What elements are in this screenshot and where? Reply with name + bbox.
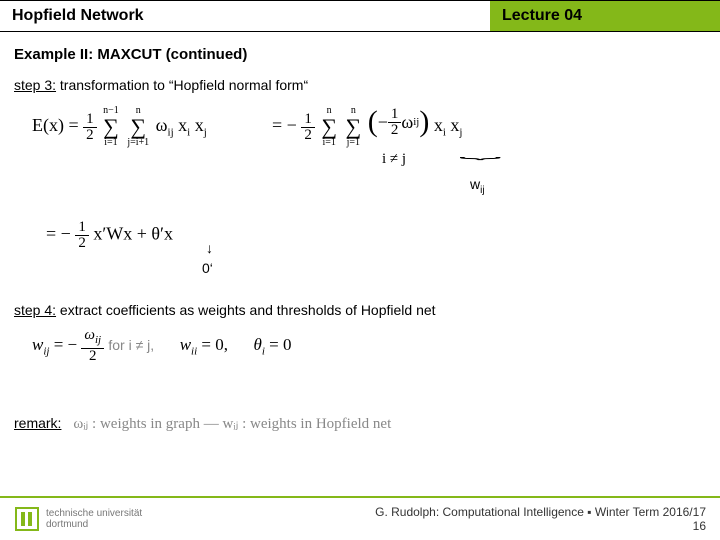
header-title-left: Hopfield Network (0, 0, 490, 32)
eq-rhs-prefix: = − (272, 115, 297, 135)
equation-line-2: = − 12 x′Wx + θ′x ↓ 0‘ (46, 220, 706, 268)
page-number: 16 (375, 519, 706, 533)
slide-footer: technische universität dortmund G. Rudol… (0, 496, 720, 540)
slide-content: Example II: MAXCUT (continued) step 3: t… (0, 32, 720, 433)
university-logo: technische universität dortmund (14, 506, 142, 532)
xwx-term: x′Wx + θ′x (93, 224, 173, 244)
university-name: technische universität dortmund (46, 508, 142, 530)
sum-2: n∑j=i+1 (127, 105, 149, 149)
wij-annotation: wij (470, 176, 485, 196)
step-4-text: extract coefficients as weights and thre… (56, 302, 436, 318)
omega: ω (156, 115, 168, 135)
frac-omega-2: ωij 2 (81, 328, 104, 364)
remark-line: remark: ωᵢⱼ : weights in graph — wᵢⱼ : w… (14, 414, 706, 433)
step-4-line: step 4: extract coefficients as weights … (14, 302, 706, 318)
coefficients-line: wij = − ωij 2 for i ≠ j, wii = 0, θi = 0 (32, 328, 706, 364)
for-i-neq-j: for i ≠ j, (108, 337, 154, 353)
footer-credit: G. Rudolph: Computational Intelligence ▪… (375, 505, 706, 533)
x-j: x (195, 115, 204, 135)
frac-half-2: 12 (301, 112, 315, 143)
tu-logo-icon (14, 506, 40, 532)
sum-4: n∑j=1 (346, 105, 362, 149)
example-title: Example II: MAXCUT (continued) (14, 46, 706, 63)
step-3-text: transformation to “Hopfield normal form“ (56, 77, 308, 93)
eq-E: E(x) = (32, 115, 83, 135)
frac-half-3: 12 (75, 220, 89, 251)
equation-lhs: E(x) = 12 n−1∑i=1 n∑j=i+1 ωij xi xj (32, 105, 207, 149)
equation-rhs: = − 12 n∑i=1 n∑j=1 ( − 12 ωij ) xi xj (272, 105, 462, 149)
arrow-down-icon: ↓ (206, 242, 213, 258)
frac-half-1: 12 (83, 112, 97, 143)
remark-label: remark: (14, 415, 61, 431)
step-3-line: step 3: transformation to “Hopfield norm… (14, 77, 706, 93)
zero-prime: 0‘ (202, 260, 213, 276)
underbrace: ⏟ (445, 143, 515, 161)
remark-text: ωᵢⱼ : weights in graph — wᵢⱼ : weights i… (73, 416, 391, 432)
ij-constraint: i ≠ j (382, 151, 406, 168)
slide-header: Hopfield Network Lecture 04 (0, 0, 720, 32)
sum-3: n∑i=1 (321, 105, 337, 149)
equation-block-1: E(x) = 12 n−1∑i=1 n∑j=i+1 ωij xi xj = − … (32, 101, 706, 216)
sum-1: n−1∑i=1 (103, 105, 119, 149)
brace-icon: ⏟ (459, 149, 501, 157)
eq2-prefix: = − (46, 224, 71, 244)
paren-neg-half-omega: ( − 12 ωij ) (368, 107, 430, 138)
credit-text: G. Rudolph: Computational Intelligence ▪… (375, 505, 706, 519)
step-3-label: step 3: (14, 77, 56, 93)
header-title-right: Lecture 04 (490, 0, 720, 32)
x-i: x (178, 115, 187, 135)
step-4-label: step 4: (14, 302, 56, 318)
